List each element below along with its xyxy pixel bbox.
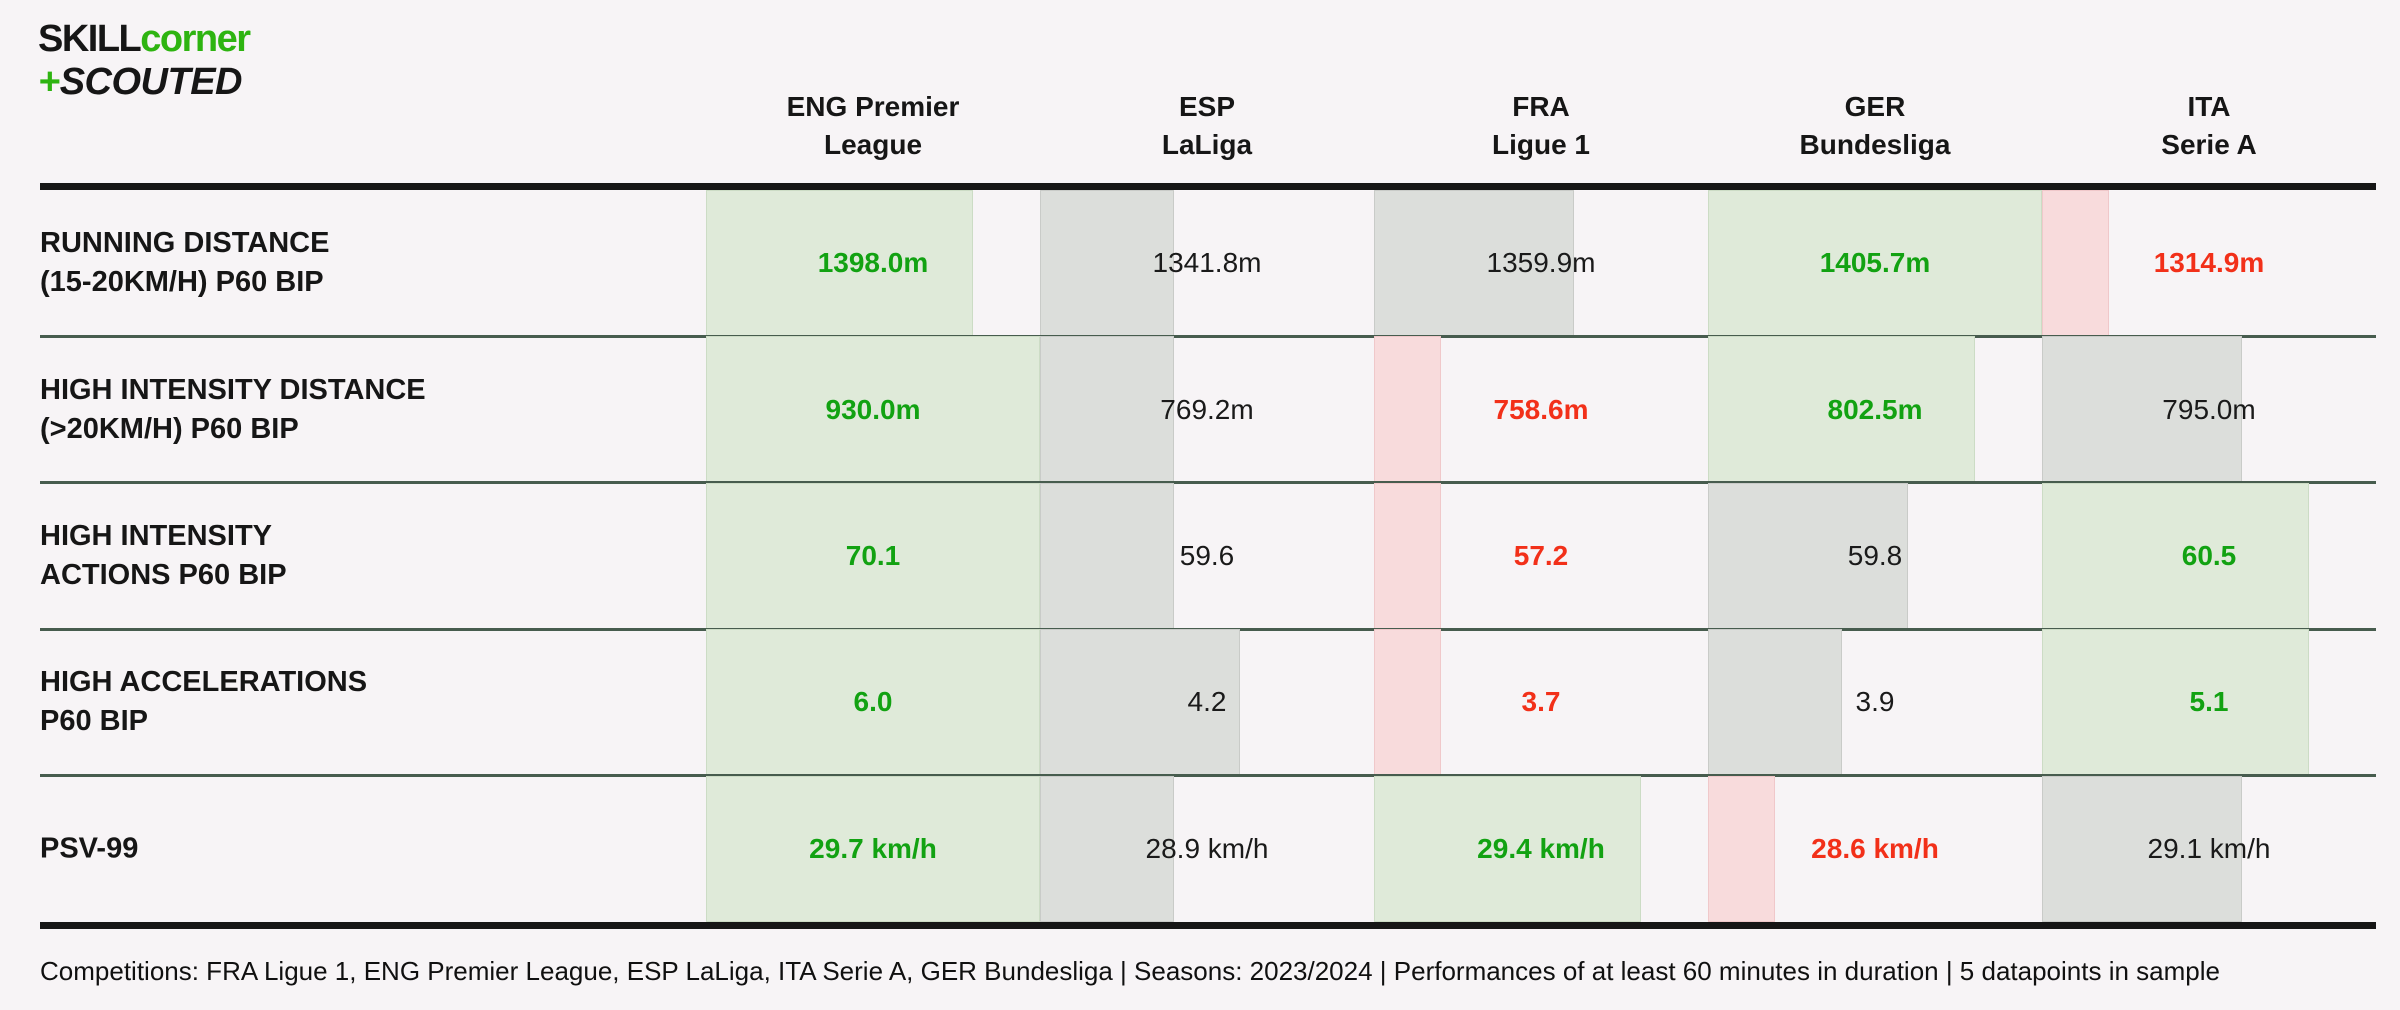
column-header-line1: ESP bbox=[1178, 91, 1236, 122]
metric-label-line2: ACTIONS P60 BIP bbox=[40, 558, 287, 591]
value-psv-99-esp: 28.9 km/h bbox=[1145, 832, 1269, 864]
metric-label-line2: (>20KM/H) P60 BIP bbox=[40, 412, 299, 445]
footer-divider-line bbox=[40, 922, 2376, 929]
metric-label-line2: (15-20KM/H) P60 BIP bbox=[40, 266, 324, 299]
value-psv-99-ita: 29.1 km/h bbox=[2147, 832, 2271, 864]
value-bar-high-intensity-actions-ita bbox=[2042, 482, 2310, 630]
column-header-eng: ENG Premier League bbox=[706, 88, 1040, 164]
column-header-fra: FRA Ligue 1 bbox=[1374, 88, 1708, 164]
value-bar-psv-99-ita bbox=[2042, 775, 2243, 922]
value-bar-running-distance-esp bbox=[1040, 190, 1174, 337]
value-bar-psv-99-fra bbox=[1374, 775, 1642, 922]
table-row-psv-99: PSV-99 29.7 km/h 28.9 km/h 29.4 km/h 28.6 km… bbox=[0, 775, 2400, 922]
metric-label-high-accelerations: HIGH ACCELERATIONS P60 BIP bbox=[40, 663, 367, 741]
column-header-line2: Ligue 1 bbox=[1491, 129, 1590, 160]
row-separator-line bbox=[40, 481, 2376, 485]
value-bar-high-intensity-distance-esp bbox=[1040, 336, 1174, 483]
skillcorner-scouted-logo: SKILLcorner +SCOUTED bbox=[38, 18, 251, 101]
value-bar-running-distance-fra bbox=[1374, 190, 1575, 337]
column-header-line2: Serie A bbox=[2161, 129, 2257, 160]
logo-line-scouted: +SCOUTED bbox=[38, 63, 250, 101]
logo-line-skillcorner: SKILLcorner bbox=[38, 18, 251, 60]
table-row-high-intensity-actions: HIGH INTENSITY ACTIONS P60 BIP 70.1 59.6 57.… bbox=[0, 482, 2400, 630]
table-row-running-distance: RUNNING DISTANCE (15-20KM/H) P60 BIP 1398.… bbox=[0, 190, 2400, 337]
logo-plus-icon: + bbox=[38, 61, 60, 103]
footer-note: Competitions: FRA Ligue 1, ENG Premier L… bbox=[40, 956, 2220, 986]
column-header-esp: ESP LaLiga bbox=[1040, 88, 1374, 164]
value-high-intensity-distance-eng: 930.0m bbox=[825, 393, 921, 425]
value-bar-high-accelerations-fra bbox=[1374, 629, 1441, 776]
value-running-distance-fra: 1359.9m bbox=[1486, 247, 1596, 279]
value-high-accelerations-eng: 6.0 bbox=[853, 686, 893, 718]
logo-corner-text: corner bbox=[140, 18, 251, 60]
metric-label-running-distance: RUNNING DISTANCE (15-20KM/H) P60 BIP bbox=[40, 224, 329, 302]
value-psv-99-eng: 29.7 km/h bbox=[809, 832, 937, 864]
value-running-distance-ger: 1405.7m bbox=[1819, 247, 1931, 279]
value-bar-high-intensity-distance-fra bbox=[1374, 336, 1441, 483]
column-header-line2: LaLiga bbox=[1161, 129, 1253, 160]
value-running-distance-esp: 1341.8m bbox=[1152, 247, 1262, 279]
value-bar-high-intensity-actions-fra bbox=[1374, 482, 1441, 630]
value-high-accelerations-ita: 5.1 bbox=[2189, 686, 2229, 718]
value-bar-running-distance-ger bbox=[1708, 190, 2042, 337]
column-header-line2: Bundesliga bbox=[1799, 129, 1951, 160]
value-running-distance-ita: 1314.9m bbox=[2153, 247, 2265, 279]
column-header-line1: ENG Premier bbox=[786, 91, 960, 122]
value-running-distance-eng: 1398.0m bbox=[817, 247, 929, 279]
value-bar-high-intensity-distance-ita bbox=[2042, 336, 2243, 483]
value-high-intensity-distance-ger: 802.5m bbox=[1827, 393, 1923, 425]
column-header-line1: GER bbox=[1844, 91, 1906, 122]
value-high-accelerations-ger: 3.9 bbox=[1855, 686, 1895, 718]
value-psv-99-fra: 29.4 km/h bbox=[1477, 832, 1605, 864]
value-high-intensity-actions-ger: 59.8 bbox=[1847, 539, 1903, 571]
header-divider-line bbox=[40, 183, 2376, 190]
value-bar-high-intensity-distance-eng bbox=[706, 336, 1040, 483]
row-separator-line bbox=[40, 774, 2376, 778]
value-high-intensity-distance-esp: 769.2m bbox=[1160, 393, 1254, 425]
metric-label-line2: P60 BIP bbox=[40, 705, 148, 738]
value-high-accelerations-fra: 3.7 bbox=[1521, 686, 1561, 718]
value-bar-running-distance-ita bbox=[2042, 190, 2109, 337]
value-high-intensity-actions-ita: 60.5 bbox=[2181, 539, 2237, 571]
logo-skill-text: SKILL bbox=[38, 18, 142, 60]
metric-label-psv-99: PSV-99 bbox=[40, 829, 138, 868]
column-header-ger: GER Bundesliga bbox=[1708, 88, 2042, 164]
metric-label-line1: HIGH ACCELERATIONS bbox=[40, 666, 368, 699]
value-high-intensity-actions-fra: 57.2 bbox=[1513, 539, 1569, 571]
value-high-accelerations-esp: 4.2 bbox=[1187, 686, 1227, 718]
value-bar-psv-99-esp bbox=[1040, 775, 1174, 922]
row-separator-line bbox=[40, 334, 2376, 338]
value-high-intensity-actions-esp: 59.6 bbox=[1179, 539, 1235, 571]
metric-label-line1: HIGH INTENSITY bbox=[40, 519, 273, 552]
value-high-intensity-distance-ita: 795.0m bbox=[2162, 393, 2256, 425]
metric-label-line1: RUNNING DISTANCE bbox=[40, 227, 330, 260]
value-bar-high-intensity-actions-eng bbox=[706, 482, 1040, 630]
metric-label-line1: PSV-99 bbox=[40, 832, 139, 865]
value-high-intensity-distance-fra: 758.6m bbox=[1493, 393, 1589, 425]
metric-label-high-intensity-distance: HIGH INTENSITY DISTANCE (>20KM/H) P60 BIP bbox=[40, 371, 426, 449]
column-header-line1: ITA bbox=[2187, 91, 2231, 122]
column-header-ita: ITA Serie A bbox=[2042, 88, 2376, 164]
table-row-high-intensity-distance: HIGH INTENSITY DISTANCE (>20KM/H) P60 BIP… bbox=[0, 336, 2400, 483]
value-bar-high-accelerations-eng bbox=[706, 629, 1040, 776]
value-bar-running-distance-eng bbox=[706, 190, 974, 337]
value-bar-high-accelerations-esp bbox=[1040, 629, 1241, 776]
value-bar-high-intensity-distance-ger bbox=[1708, 336, 1976, 483]
logo-scouted-text: SCOUTED bbox=[59, 61, 243, 103]
value-bar-psv-99-ger bbox=[1708, 775, 1775, 922]
metric-label-line1: HIGH INTENSITY DISTANCE bbox=[40, 373, 426, 406]
value-psv-99-ger: 28.6 km/h bbox=[1811, 832, 1939, 864]
value-bar-high-accelerations-ita bbox=[2042, 629, 2310, 776]
table-row-high-accelerations: HIGH ACCELERATIONS P60 BIP 6.0 4.2 3.7 3.9 5.1 bbox=[0, 629, 2400, 776]
column-header-line1: FRA bbox=[1512, 91, 1570, 122]
metric-label-high-intensity-actions: HIGH INTENSITY ACTIONS P60 BIP bbox=[40, 517, 287, 595]
value-bar-high-intensity-actions-esp bbox=[1040, 482, 1174, 630]
value-high-intensity-actions-eng: 70.1 bbox=[845, 539, 901, 571]
value-bar-psv-99-eng bbox=[706, 775, 1040, 922]
column-header-line2: League bbox=[823, 129, 923, 160]
